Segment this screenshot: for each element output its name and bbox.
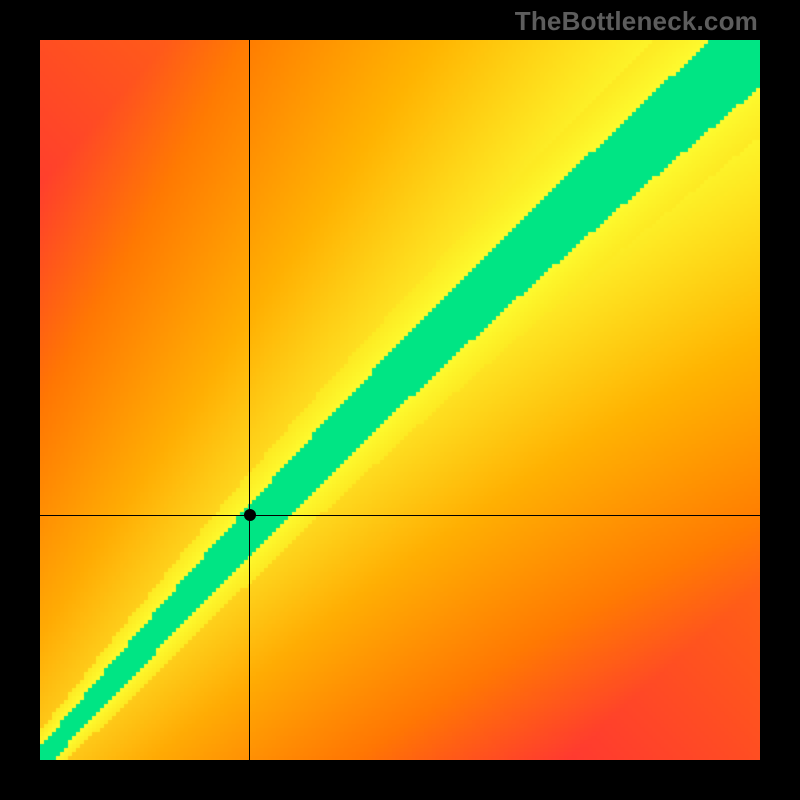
crosshair-horizontal	[40, 515, 760, 516]
plot-area	[40, 40, 760, 760]
outer-frame: TheBottleneck.com	[0, 0, 800, 800]
heatmap-canvas	[40, 40, 760, 760]
watermark-text: TheBottleneck.com	[515, 6, 758, 37]
data-point-marker	[244, 509, 256, 521]
crosshair-vertical	[249, 40, 250, 760]
